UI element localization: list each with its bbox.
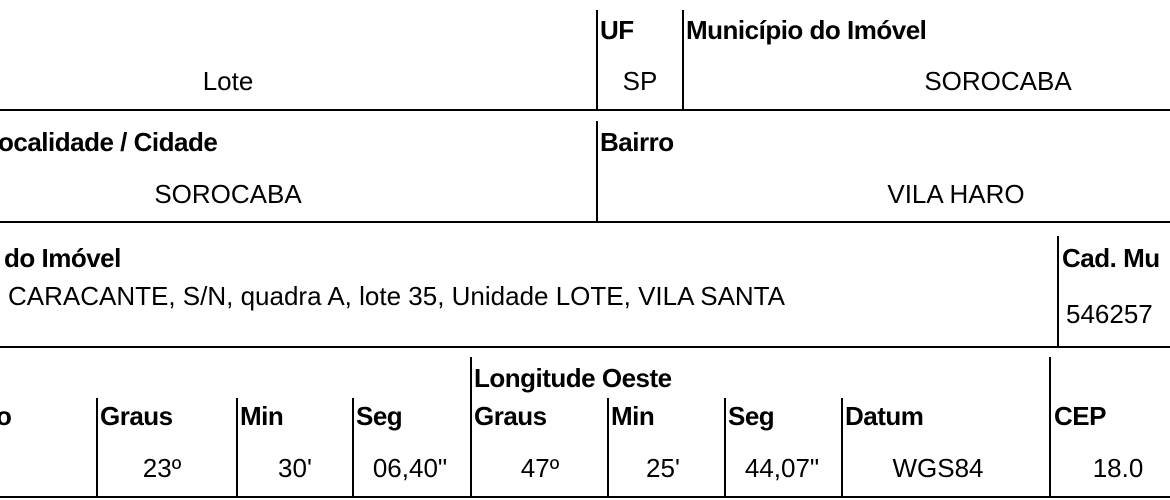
rule [0,221,1170,223]
field-value: VILA HARO [887,179,1025,209]
field-value: 546257 [1066,299,1153,329]
field-label: Seg [728,401,775,431]
field-value: SOROCABA [924,66,1072,96]
rule [682,10,684,110]
field-label: CEP [1054,401,1106,431]
field-label: do Imóvel [4,243,121,273]
rule [0,109,1170,111]
field-value: 25' [646,453,680,483]
field-label: Graus [474,401,547,431]
field-label: Min [240,401,284,431]
rule [1057,236,1059,347]
field-label: ocalidade / Cidade [0,127,218,157]
field-value: CARACANTE, S/N, quadra A, lote 35, Unida… [8,281,785,311]
field-label: Município do Imóvel [686,15,927,45]
field-label: UF [600,15,634,45]
field-label: Bairro [600,127,674,157]
field-value: SP [622,66,658,96]
rule [352,398,354,497]
field-value: WGS84 [892,453,984,483]
rule [0,496,1170,498]
rule [236,398,238,497]
field-label: o [0,401,12,431]
field-label: Min [611,401,655,431]
field-label: Datum [845,401,924,431]
field-value: SOROCABA [154,179,302,209]
field-value: 30' [278,453,312,483]
rule [1049,357,1051,497]
rule [470,357,472,497]
field-value: 06,40" [372,453,448,483]
field-value: 47º [520,453,560,483]
field-value: 18.0 [1092,453,1144,483]
field-label: Cad. Mu [1062,243,1160,273]
field-value: 44,07" [744,453,820,483]
field-value: 23º [142,453,182,483]
rule [596,10,598,110]
field-label: Seg [356,401,403,431]
rule [841,398,843,497]
field-value: Lote [202,66,254,96]
rule [0,346,1170,348]
rule [596,121,598,222]
rule [724,398,726,497]
rule [607,398,609,497]
group-label: Longitude Oeste [474,363,672,393]
rule [96,398,98,497]
field-label: Graus [100,401,173,431]
